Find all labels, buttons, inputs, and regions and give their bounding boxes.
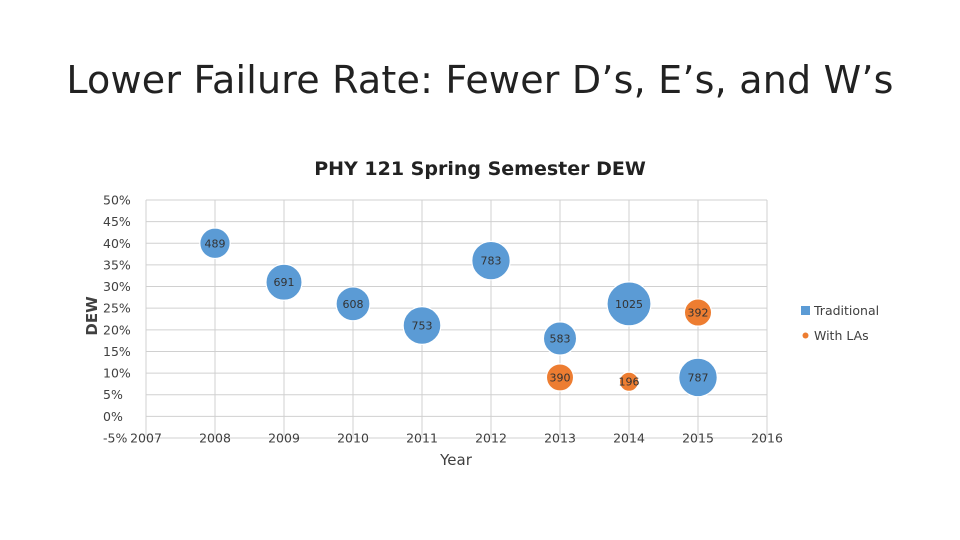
bubble	[402, 306, 442, 345]
y-tick-label: 0%	[103, 409, 123, 424]
bubbles: 489 691 608 753 783 583 1025 787 390 196 392	[199, 227, 718, 398]
y-tick-label: 20%	[103, 322, 131, 337]
x-tick-label: 2015	[682, 431, 714, 446]
bubble	[678, 357, 718, 398]
y-tick-label: 35%	[103, 257, 131, 272]
bubble	[542, 321, 578, 356]
bubble-label: 783	[481, 255, 502, 268]
x-tick-label: 2012	[475, 431, 507, 446]
y-tick-label: -5%	[103, 431, 127, 446]
legend: Traditional With LAs	[801, 303, 879, 343]
bubble	[265, 263, 303, 301]
legend-marker	[802, 332, 809, 339]
bubble	[335, 286, 371, 322]
x-tick-label: 2016	[751, 431, 783, 446]
gridlines	[145, 199, 768, 439]
y-axis-ticks: -5% 0% 5% 10% 15% 20% 25% 30% 35% 40% 45% 50%	[103, 193, 131, 446]
y-tick-label: 30%	[103, 279, 131, 294]
bubble-label: 691	[274, 276, 295, 289]
bubble	[683, 298, 713, 327]
bubble-label: 753	[412, 319, 433, 332]
y-axis-title: DEW	[83, 296, 101, 336]
bubble-label: 392	[688, 307, 709, 320]
bubble-label: 390	[550, 371, 571, 384]
bubble-label: 1025	[615, 298, 643, 311]
legend-label: Traditional	[813, 303, 879, 318]
bubble-label: 787	[688, 371, 709, 384]
y-tick-label: 10%	[103, 366, 131, 381]
bubble	[545, 363, 575, 392]
bubble-label: 608	[343, 298, 364, 311]
y-tick-label: 45%	[103, 214, 131, 229]
series-with-las: 390 196 392	[545, 298, 713, 392]
x-tick-label: 2008	[199, 431, 231, 446]
x-tick-label: 2007	[130, 431, 162, 446]
x-axis-title: Year	[439, 451, 473, 469]
x-tick-label: 2011	[406, 431, 438, 446]
x-tick-label: 2009	[268, 431, 300, 446]
series-traditional: 489 691 608 753 783 583 1025 787	[199, 227, 718, 398]
y-tick-label: 5%	[103, 387, 123, 402]
y-tick-label: 15%	[103, 344, 131, 359]
x-tick-label: 2010	[337, 431, 369, 446]
y-tick-label: 50%	[103, 193, 131, 208]
bubble	[199, 227, 231, 260]
bubble-label: 196	[619, 376, 640, 389]
bubble	[471, 240, 511, 281]
slide-title: Lower Failure Rate: Fewer D’s, E’s, and …	[66, 58, 894, 102]
bubble-label: 489	[205, 237, 226, 250]
bubble	[606, 281, 652, 327]
x-tick-label: 2013	[544, 431, 576, 446]
x-tick-label: 2014	[613, 431, 645, 446]
bubble	[618, 371, 640, 392]
x-axis-ticks: 2007 2008 2009 2010 2011 2012 2013 2014 2015 2016	[130, 431, 783, 446]
legend-marker	[801, 306, 810, 315]
legend-label: With LAs	[814, 328, 869, 343]
y-tick-label: 40%	[103, 236, 131, 251]
chart-title: PHY 121 Spring Semester DEW	[314, 158, 646, 180]
y-tick-label: 25%	[103, 301, 131, 316]
bubble-label: 583	[550, 332, 571, 345]
